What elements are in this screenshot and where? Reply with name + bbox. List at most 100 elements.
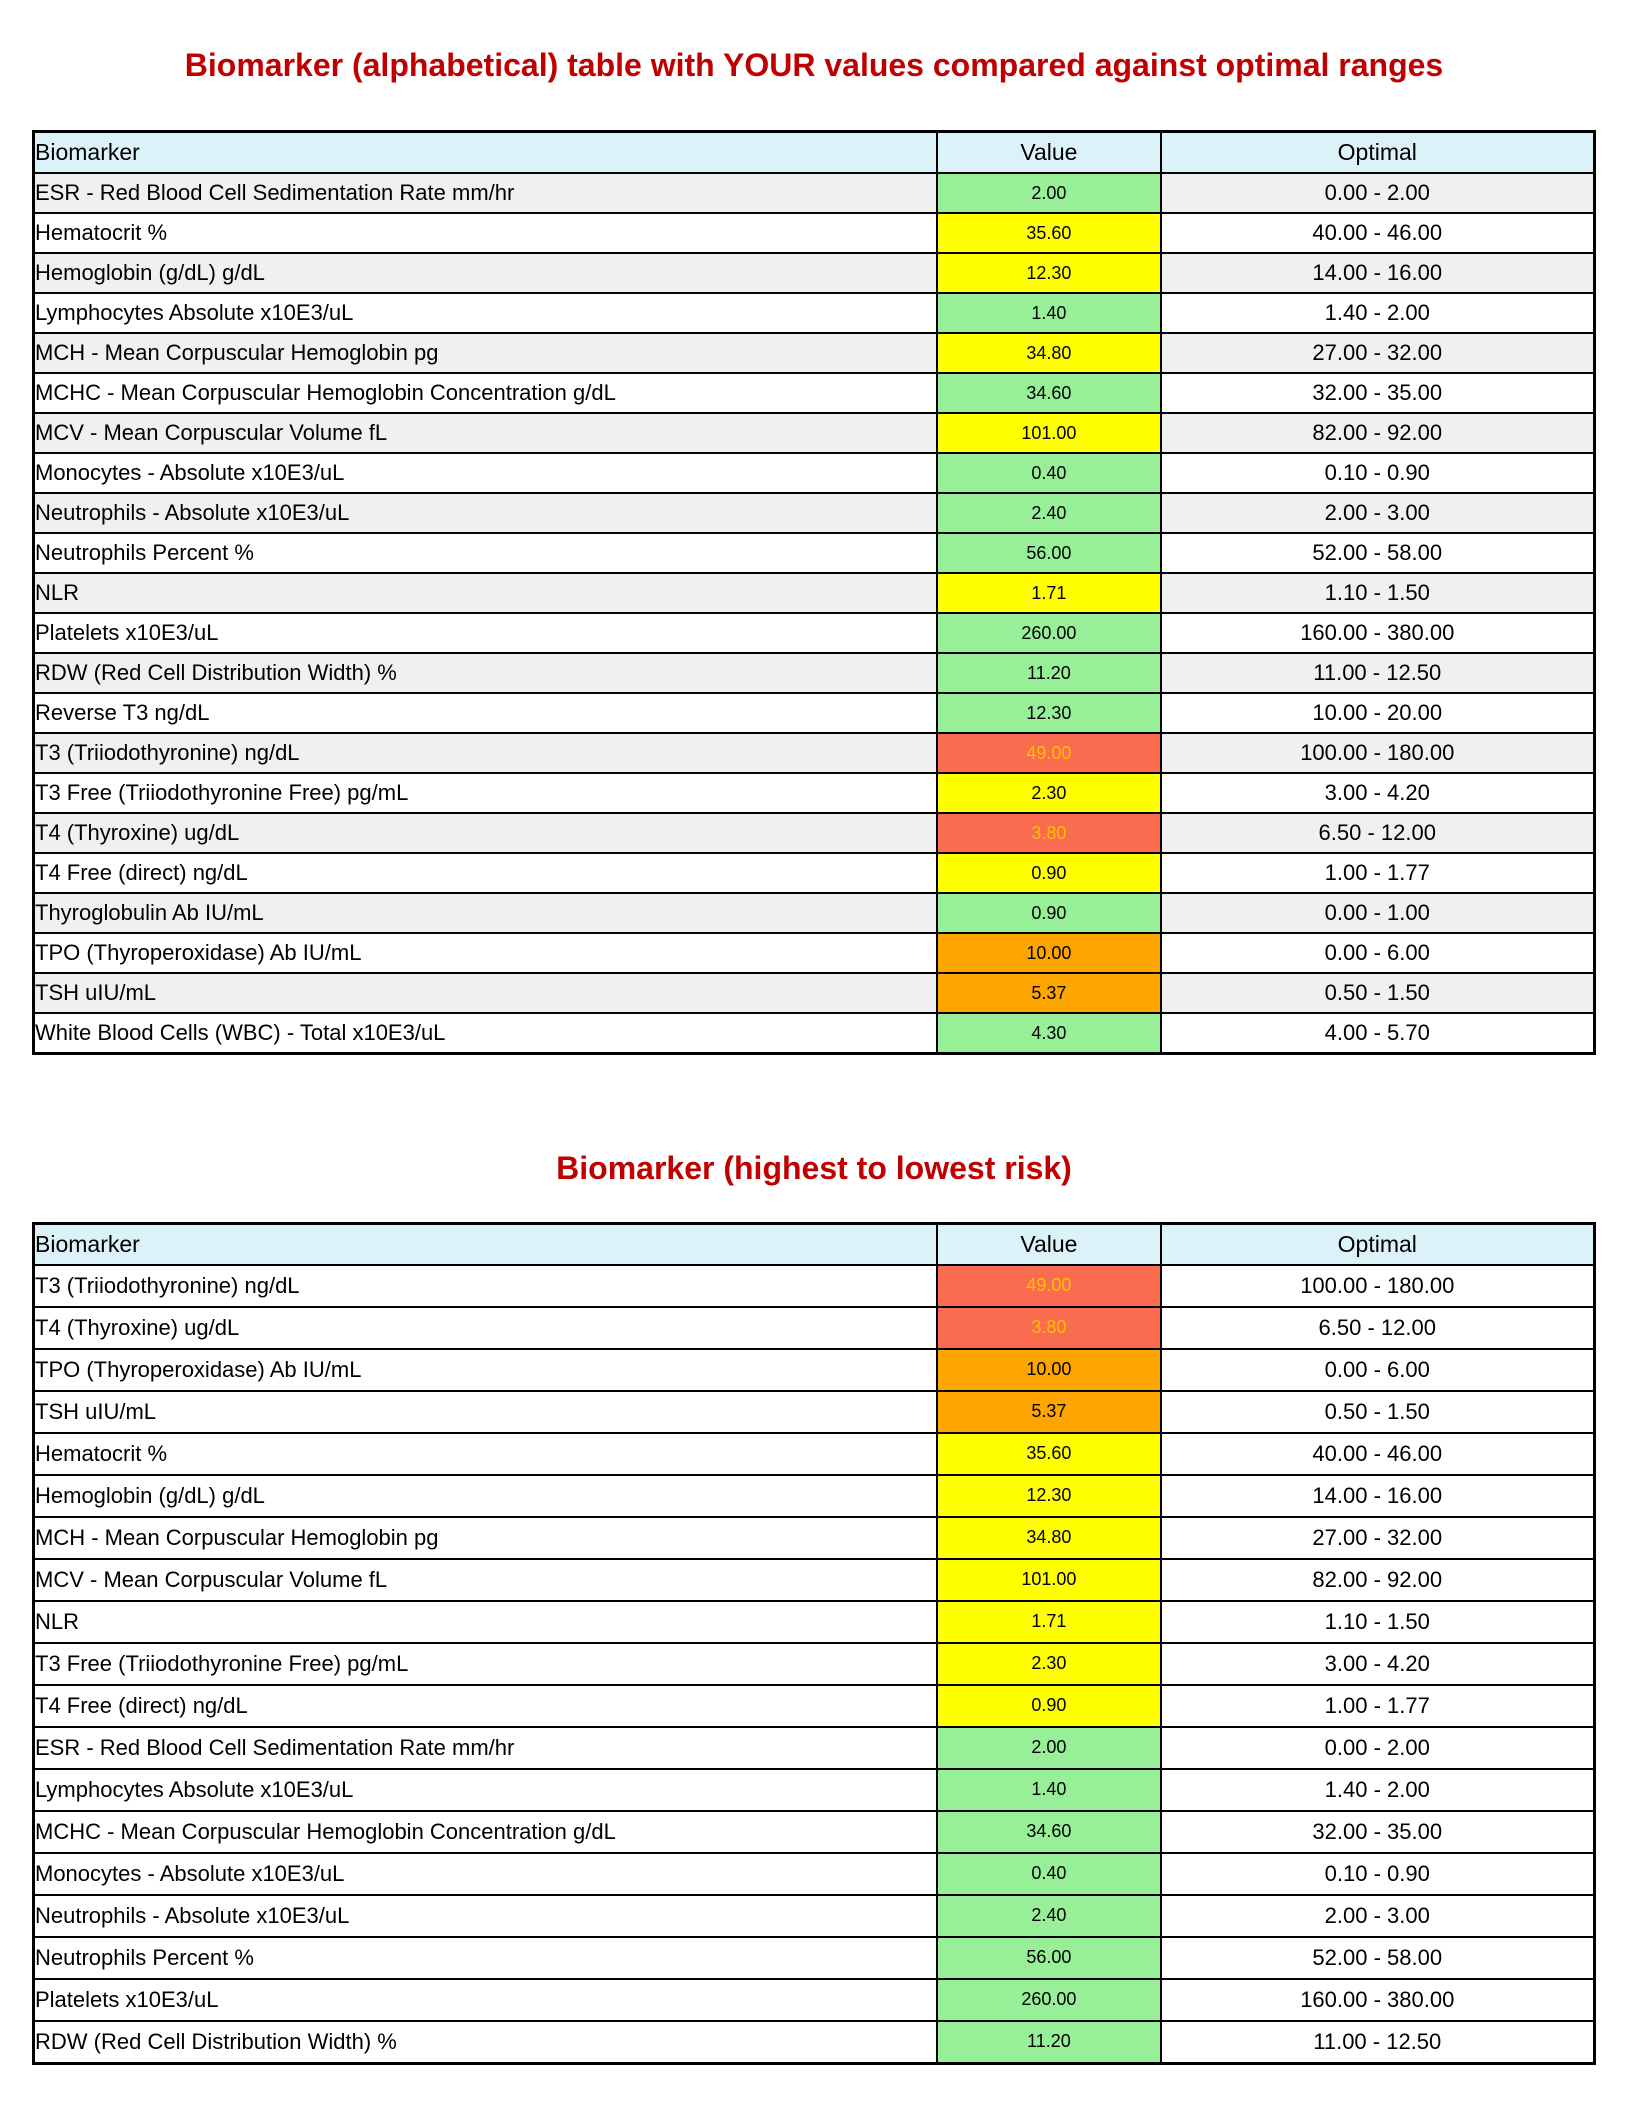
biomarker-row: Neutrophils Percent % 56.00 52.00 - 58.00 [32, 532, 1596, 575]
value-cell: 0.90 [936, 1683, 1162, 1728]
value-cell: 2.00 [936, 1725, 1162, 1770]
biomarker-row: Reverse T3 ng/dL 12.30 10.00 - 20.00 [32, 692, 1596, 735]
value-cell: 5.37 [936, 972, 1162, 1015]
biomarker-name-cell: MCV - Mean Corpuscular Volume fL [32, 412, 939, 455]
value-cell: 2.40 [936, 492, 1162, 535]
biomarker-row: TSH uIU/mL 5.37 0.50 - 1.50 [32, 972, 1596, 1015]
biomarker-row: Lymphocytes Absolute x10E3/uL 1.40 1.40 - … [32, 1767, 1596, 1812]
biomarker-row: ESR - Red Blood Cell Sedimentation Rate … [32, 172, 1596, 215]
value-cell: 2.40 [936, 1893, 1162, 1938]
column-header-value: Value [936, 130, 1162, 175]
biomarker-row: ESR - Red Blood Cell Sedimentation Rate … [32, 1725, 1596, 1770]
biomarker-row: T3 (Triiodothyronine) ng/dL 49.00 100.00 -… [32, 1263, 1596, 1308]
biomarker-name-cell: T3 (Triiodothyronine) ng/dL [32, 732, 939, 775]
optimal-range-cell: 52.00 - 58.00 [1159, 1935, 1596, 1980]
biomarker-row: Monocytes - Absolute x10E3/uL 0.40 0.10 - … [32, 1851, 1596, 1896]
column-header-biomarker: Biomarker [32, 1222, 939, 1266]
biomarker-row: MCH - Mean Corpuscular Hemoglobin pg 34.8… [32, 1515, 1596, 1560]
optimal-range-cell: 14.00 - 16.00 [1159, 252, 1596, 295]
optimal-range-cell: 1.40 - 2.00 [1159, 292, 1596, 335]
optimal-range-cell: 0.00 - 2.00 [1159, 172, 1596, 215]
optimal-range-cell: 1.00 - 1.77 [1159, 1683, 1596, 1728]
value-cell: 101.00 [936, 412, 1162, 455]
biomarker-name-cell: MCH - Mean Corpuscular Hemoglobin pg [32, 1515, 939, 1560]
biomarker-row: NLR 1.71 1.10 - 1.50 [32, 1599, 1596, 1644]
biomarker-row: MCV - Mean Corpuscular Volume fL 101.00 82… [32, 1557, 1596, 1602]
value-cell: 1.40 [936, 292, 1162, 335]
biomarker-row: T3 (Triiodothyronine) ng/dL 49.00 100.00 -… [32, 732, 1596, 775]
biomarker-row: RDW (Red Cell Distribution Width) % 11.20… [32, 652, 1596, 695]
optimal-range-cell: 100.00 - 180.00 [1159, 732, 1596, 775]
biomarker-name-cell: Hematocrit % [32, 212, 939, 255]
biomarker-row: Neutrophils - Absolute x10E3/uL 2.40 2.00 … [32, 492, 1596, 535]
biomarker-name-cell: MCH - Mean Corpuscular Hemoglobin pg [32, 332, 939, 375]
biomarker-row: Neutrophils - Absolute x10E3/uL 2.40 2.00 … [32, 1893, 1596, 1938]
biomarker-row: Thyroglobulin Ab IU/mL 0.90 0.00 - 1.00 [32, 892, 1596, 935]
optimal-range-cell: 10.00 - 20.00 [1159, 692, 1596, 735]
optimal-range-cell: 0.50 - 1.50 [1159, 972, 1596, 1015]
value-cell: 2.30 [936, 772, 1162, 815]
biomarker-name-cell: Lymphocytes Absolute x10E3/uL [32, 1767, 939, 1812]
table-title-risk: Biomarker (highest to lowest risk) [556, 1150, 1072, 1187]
column-header-biomarker: Biomarker [32, 130, 939, 175]
optimal-range-cell: 100.00 - 180.00 [1159, 1263, 1596, 1308]
biomarker-name-cell: ESR - Red Blood Cell Sedimentation Rate … [32, 1725, 939, 1770]
biomarker-table-risk: Biomarker Value Optimal T3 (Triiodothyro… [32, 1221, 1596, 2065]
biomarker-name-cell: T4 (Thyroxine) ug/dL [32, 812, 939, 855]
biomarker-row: T3 Free (Triiodothyronine Free) pg/mL 2.3… [32, 1641, 1596, 1686]
biomarker-row: T4 Free (direct) ng/dL 0.90 1.00 - 1.77 [32, 1683, 1596, 1728]
biomarker-row: Hematocrit % 35.60 40.00 - 46.00 [32, 212, 1596, 255]
optimal-range-cell: 160.00 - 380.00 [1159, 1977, 1596, 2022]
optimal-range-cell: 1.10 - 1.50 [1159, 1599, 1596, 1644]
value-cell: 1.71 [936, 572, 1162, 615]
biomarker-name-cell: T4 Free (direct) ng/dL [32, 852, 939, 895]
value-cell: 56.00 [936, 532, 1162, 575]
value-cell: 260.00 [936, 612, 1162, 655]
biomarker-name-cell: T3 Free (Triiodothyronine Free) pg/mL [32, 1641, 939, 1686]
value-cell: 35.60 [936, 1431, 1162, 1476]
biomarker-name-cell: T4 Free (direct) ng/dL [32, 1683, 939, 1728]
biomarker-row: TPO (Thyroperoxidase) Ab IU/mL 10.00 0.00 … [32, 1347, 1596, 1392]
value-cell: 11.20 [936, 652, 1162, 695]
biomarker-name-cell: TPO (Thyroperoxidase) Ab IU/mL [32, 1347, 939, 1392]
value-cell: 10.00 [936, 1347, 1162, 1392]
biomarker-name-cell: Platelets x10E3/uL [32, 1977, 939, 2022]
optimal-range-cell: 0.50 - 1.50 [1159, 1389, 1596, 1434]
value-cell: 0.40 [936, 452, 1162, 495]
value-cell: 101.00 [936, 1557, 1162, 1602]
biomarker-name-cell: Hemoglobin (g/dL) g/dL [32, 252, 939, 295]
value-cell: 12.30 [936, 692, 1162, 735]
biomarker-name-cell: T3 Free (Triiodothyronine Free) pg/mL [32, 772, 939, 815]
optimal-range-cell: 11.00 - 12.50 [1159, 652, 1596, 695]
biomarker-name-cell: NLR [32, 572, 939, 615]
biomarker-row: TSH uIU/mL 5.37 0.50 - 1.50 [32, 1389, 1596, 1434]
biomarker-row: Neutrophils Percent % 56.00 52.00 - 58.00 [32, 1935, 1596, 1980]
optimal-range-cell: 52.00 - 58.00 [1159, 532, 1596, 575]
optimal-range-cell: 0.10 - 0.90 [1159, 452, 1596, 495]
biomarker-row: TPO (Thyroperoxidase) Ab IU/mL 10.00 0.00 … [32, 932, 1596, 975]
value-cell: 1.71 [936, 1599, 1162, 1644]
biomarker-row: Platelets x10E3/uL 260.00 160.00 - 380.00 [32, 612, 1596, 655]
biomarker-name-cell: Lymphocytes Absolute x10E3/uL [32, 292, 939, 335]
biomarker-row: RDW (Red Cell Distribution Width) % 11.20… [32, 2019, 1596, 2065]
biomarker-name-cell: Reverse T3 ng/dL [32, 692, 939, 735]
biomarker-name-cell: Neutrophils - Absolute x10E3/uL [32, 492, 939, 535]
biomarker-name-cell: Neutrophils - Absolute x10E3/uL [32, 1893, 939, 1938]
biomarker-name-cell: Neutrophils Percent % [32, 1935, 939, 1980]
value-cell: 12.30 [936, 1473, 1162, 1518]
value-cell: 0.40 [936, 1851, 1162, 1896]
value-cell: 3.80 [936, 812, 1162, 855]
biomarker-row: T4 (Thyroxine) ug/dL 3.80 6.50 - 12.00 [32, 812, 1596, 855]
biomarker-row: Hemoglobin (g/dL) g/dL 12.30 14.00 - 16.00 [32, 1473, 1596, 1518]
optimal-range-cell: 40.00 - 46.00 [1159, 212, 1596, 255]
biomarker-name-cell: Platelets x10E3/uL [32, 612, 939, 655]
biomarker-row: NLR 1.71 1.10 - 1.50 [32, 572, 1596, 615]
optimal-range-cell: 2.00 - 3.00 [1159, 492, 1596, 535]
value-cell: 34.80 [936, 332, 1162, 375]
optimal-range-cell: 40.00 - 46.00 [1159, 1431, 1596, 1476]
optimal-range-cell: 3.00 - 4.20 [1159, 1641, 1596, 1686]
optimal-range-cell: 3.00 - 4.20 [1159, 772, 1596, 815]
biomarker-name-cell: TSH uIU/mL [32, 972, 939, 1015]
biomarker-name-cell: MCHC - Mean Corpuscular Hemoglobin Conce… [32, 1809, 939, 1854]
